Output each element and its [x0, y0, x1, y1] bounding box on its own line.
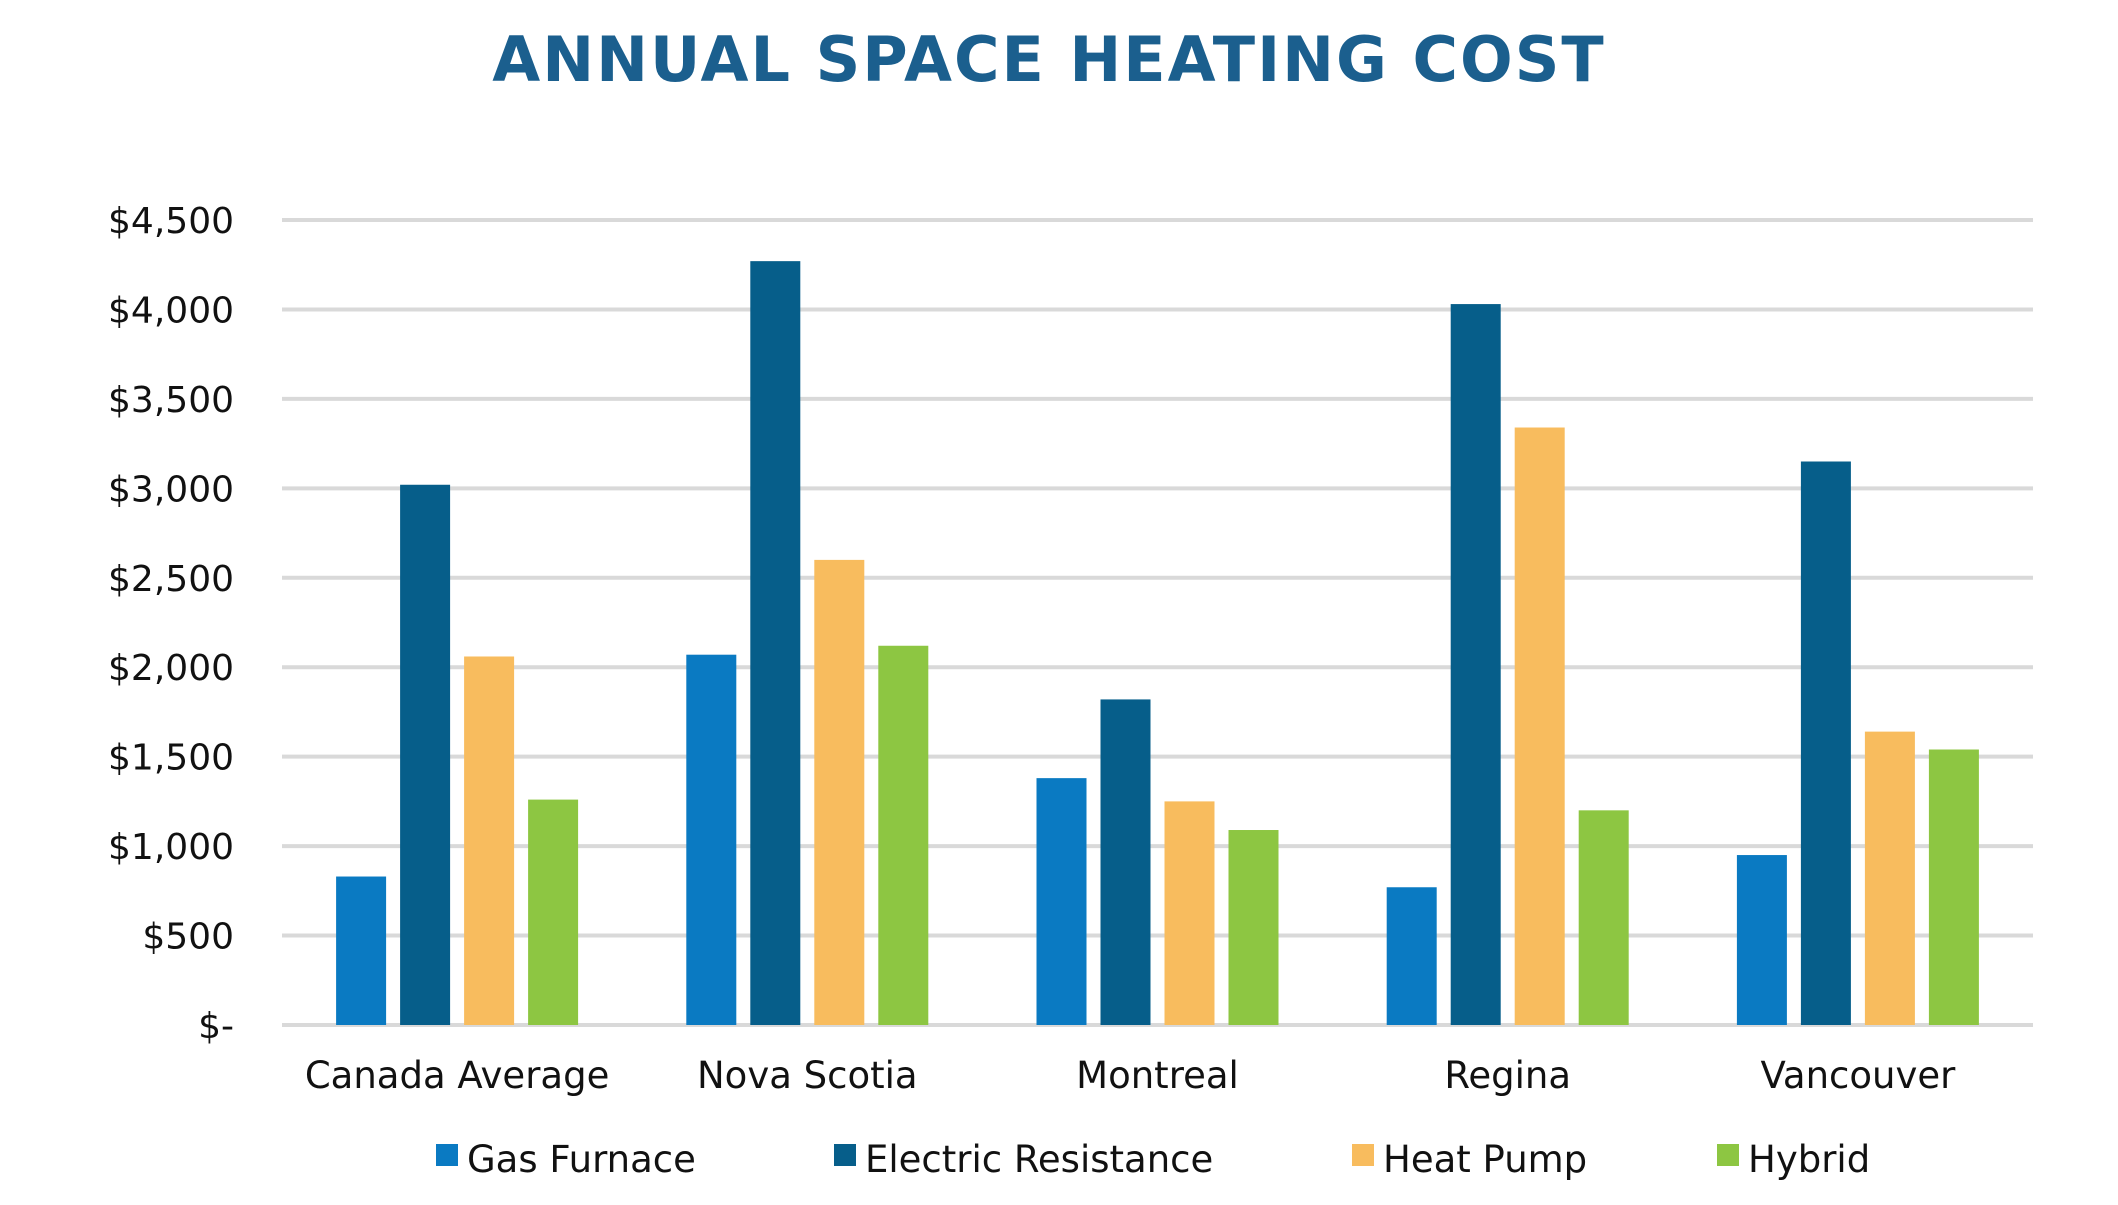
bar-electric-resistance	[1800, 461, 1851, 1025]
bar-heat-pump	[464, 656, 515, 1025]
y-tick-label: $500	[142, 917, 234, 958]
bar-heat-pump	[1164, 801, 1215, 1025]
legend-swatch	[1352, 1144, 1374, 1166]
bar-hybrid	[528, 799, 579, 1025]
y-tick-label: $2,500	[108, 559, 234, 600]
y-tick-label: $2,000	[108, 648, 234, 689]
bar-electric-resistance	[1450, 304, 1501, 1026]
y-axis-ticks: $- $500 $1,000 $1,500 $2,000 $2,500 $3,000 $3,5…	[108, 201, 234, 1047]
bar-electric-resistance	[400, 484, 451, 1025]
bar-heat-pump	[1864, 731, 1915, 1025]
y-tick-label: $3,000	[108, 469, 234, 510]
bar-gas-furnace	[1386, 887, 1437, 1025]
x-category-label: Montreal	[1076, 1054, 1239, 1097]
bar-gas-furnace	[336, 876, 387, 1025]
legend: Gas Furnace Electric Resistance Heat Pump H…	[436, 1138, 1870, 1181]
x-category-label: Vancouver	[1760, 1054, 1956, 1097]
legend-label: Heat Pump	[1383, 1138, 1587, 1181]
y-tick-label: $1,000	[108, 827, 234, 868]
y-tick-label: $3,500	[108, 380, 234, 421]
x-category-label: Canada Average	[305, 1054, 610, 1097]
x-axis-categories: Canada Average Nova Scotia Montreal Regina V…	[305, 1054, 1956, 1097]
legend-label: Hybrid	[1748, 1138, 1870, 1181]
y-tick-label: $1,500	[108, 738, 234, 779]
bar-electric-resistance	[1100, 699, 1151, 1025]
bar-heat-pump	[1514, 427, 1565, 1025]
x-category-label: Nova Scotia	[697, 1054, 918, 1097]
bar-gas-furnace	[686, 654, 737, 1025]
bar-hybrid	[878, 645, 929, 1025]
bar-heat-pump	[814, 559, 865, 1025]
bar-electric-resistance	[750, 261, 801, 1026]
y-tick-label: $-	[198, 1006, 234, 1047]
bars	[336, 261, 1979, 1026]
bar-gas-furnace	[1736, 855, 1787, 1025]
legend-swatch	[436, 1144, 458, 1166]
bar-hybrid	[1928, 749, 1979, 1025]
legend-label: Electric Resistance	[865, 1138, 1213, 1181]
y-tick-label: $4,000	[108, 290, 234, 331]
bar-gas-furnace	[1036, 778, 1087, 1025]
bar-hybrid	[1578, 810, 1629, 1025]
x-category-label: Regina	[1444, 1054, 1571, 1097]
chart-title: ANNUAL SPACE HEATING COST	[492, 23, 1605, 96]
y-tick-label: $4,500	[108, 201, 234, 242]
legend-swatch	[1717, 1144, 1739, 1166]
legend-swatch	[834, 1144, 856, 1166]
legend-label: Gas Furnace	[467, 1138, 696, 1181]
bar-hybrid	[1228, 830, 1279, 1025]
